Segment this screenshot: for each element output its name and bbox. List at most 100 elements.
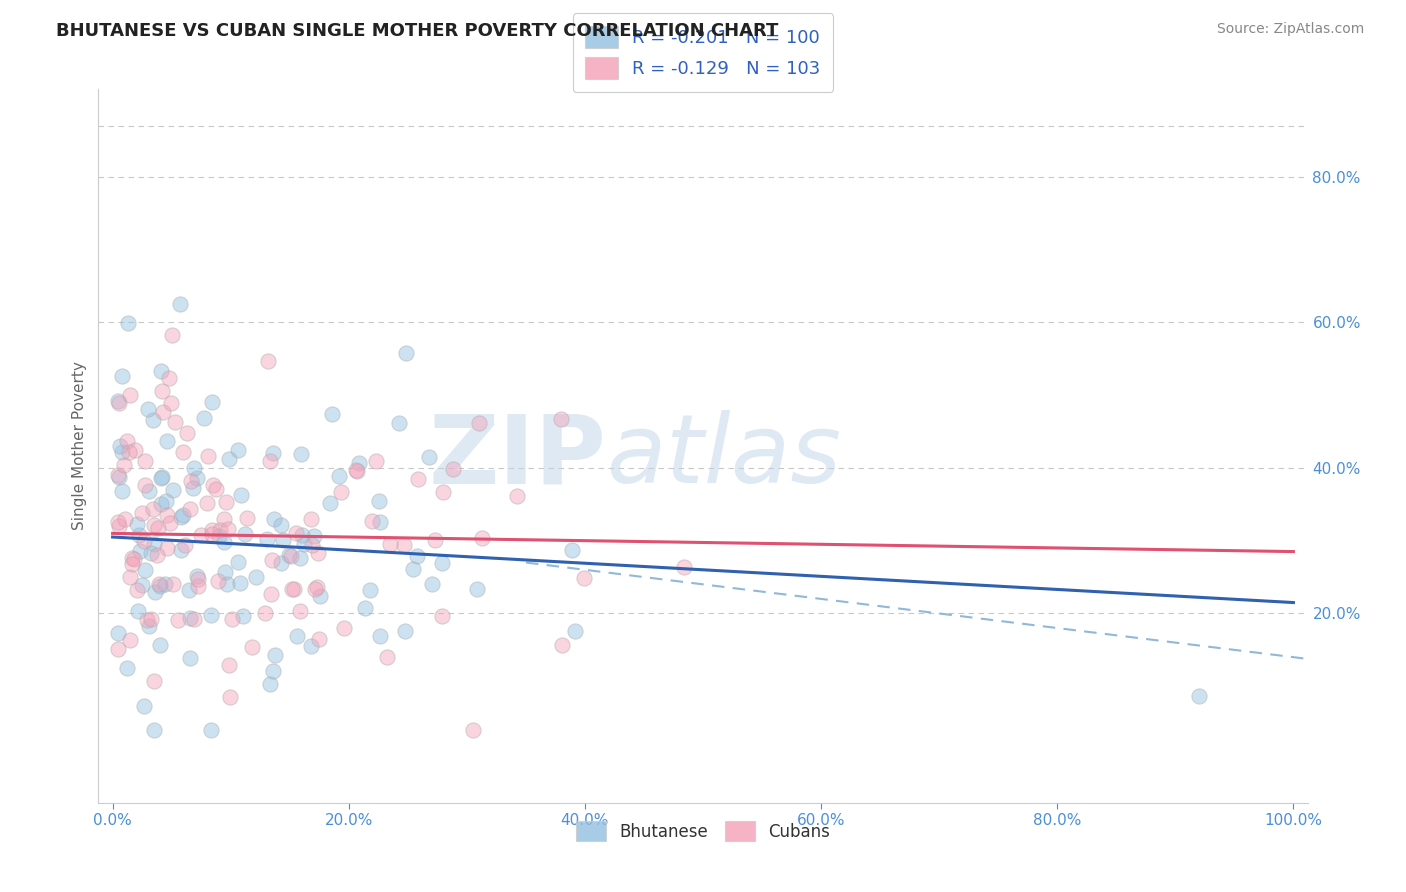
Point — [108, 470, 131, 484]
Point — [201, 527, 224, 541]
Point — [146, 521, 169, 535]
Point — [256, 532, 278, 546]
Point — [121, 550, 143, 565]
Point — [107, 467, 129, 482]
Point — [260, 587, 283, 601]
Point — [173, 538, 195, 552]
Point — [128, 543, 150, 558]
Point — [120, 387, 142, 401]
Point — [432, 608, 454, 623]
Point — [564, 624, 586, 639]
Point — [290, 551, 312, 566]
Point — [134, 699, 156, 714]
Point — [131, 506, 153, 520]
Text: BHUTANESE VS CUBAN SINGLE MOTHER POVERTY CORRELATION CHART: BHUTANESE VS CUBAN SINGLE MOTHER POVERTY… — [56, 22, 779, 40]
Point — [221, 612, 243, 626]
Point — [305, 580, 328, 594]
Point — [299, 512, 322, 526]
Point — [218, 690, 240, 705]
Point — [506, 490, 529, 504]
Point — [152, 404, 174, 418]
Point — [143, 673, 166, 688]
Point — [347, 456, 370, 470]
Point — [270, 557, 292, 571]
Point — [215, 577, 238, 591]
Text: atlas: atlas — [606, 410, 841, 503]
Text: Source: ZipAtlas.com: Source: ZipAtlas.com — [1216, 22, 1364, 37]
Point — [207, 574, 229, 588]
Point — [1188, 689, 1211, 703]
Point — [190, 528, 212, 542]
Point — [418, 450, 440, 464]
Point — [197, 449, 219, 463]
Point — [240, 640, 263, 655]
Point — [319, 496, 342, 510]
Point — [181, 481, 204, 495]
Point — [468, 416, 491, 430]
Point — [108, 396, 131, 410]
Point — [292, 537, 315, 551]
Point — [159, 396, 181, 410]
Point — [107, 394, 129, 409]
Point — [128, 528, 150, 542]
Point — [254, 606, 277, 620]
Point — [202, 478, 225, 492]
Point — [673, 560, 696, 574]
Point — [179, 611, 201, 625]
Point — [124, 442, 146, 457]
Point — [308, 632, 330, 647]
Point — [285, 629, 308, 643]
Point — [142, 413, 165, 427]
Point — [108, 518, 131, 533]
Point — [283, 582, 305, 597]
Point — [205, 483, 228, 497]
Point — [169, 297, 191, 311]
Point — [121, 557, 143, 571]
Point — [142, 502, 165, 516]
Point — [131, 578, 153, 592]
Point — [138, 619, 160, 633]
Point — [172, 508, 194, 523]
Point — [550, 638, 572, 652]
Point — [233, 527, 256, 541]
Point — [159, 516, 181, 530]
Point — [138, 483, 160, 498]
Point — [561, 542, 583, 557]
Point — [262, 446, 284, 460]
Point — [112, 458, 135, 472]
Point — [353, 600, 375, 615]
Point — [111, 445, 134, 459]
Point — [149, 638, 172, 652]
Text: ZIP: ZIP — [429, 410, 606, 503]
Point — [179, 583, 201, 598]
Point — [127, 516, 149, 531]
Point — [277, 548, 299, 562]
Point — [388, 417, 411, 431]
Point — [156, 434, 179, 449]
Point — [402, 562, 425, 576]
Point — [430, 557, 453, 571]
Point — [111, 368, 134, 383]
Point — [301, 538, 323, 552]
Point — [288, 604, 311, 618]
Point — [148, 579, 170, 593]
Point — [218, 452, 240, 467]
Point — [142, 537, 165, 551]
Point — [321, 407, 343, 421]
Point — [141, 546, 163, 560]
Point — [231, 488, 253, 502]
Point — [118, 570, 141, 584]
Point — [361, 515, 384, 529]
Point — [110, 438, 132, 452]
Point — [118, 445, 141, 459]
Point — [176, 425, 198, 440]
Point — [180, 474, 202, 488]
Point — [346, 464, 368, 478]
Point — [172, 444, 194, 458]
Point — [179, 650, 201, 665]
Point — [304, 582, 326, 597]
Point — [212, 535, 235, 549]
Point — [260, 553, 283, 567]
Point — [165, 415, 187, 429]
Point — [107, 625, 129, 640]
